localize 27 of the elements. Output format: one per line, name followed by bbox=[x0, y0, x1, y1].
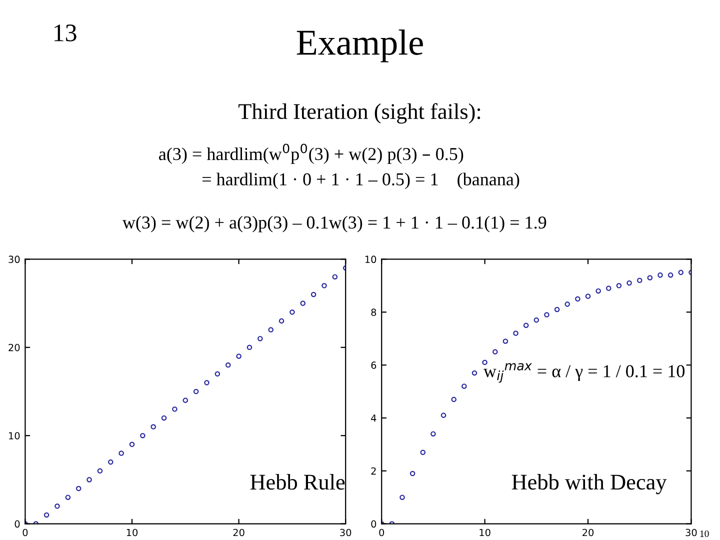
x-tick-label: 30 bbox=[686, 528, 697, 536]
y-tick-label: 4 bbox=[371, 414, 376, 422]
text: a(3) = hardlim(w$^{0}$p$^{0}$(3) + w(2) p(3) – 0.5) bbox=[159, 144, 464, 164]
x-tick-label: 20 bbox=[233, 528, 244, 536]
x-tick-label: 10 bbox=[126, 528, 138, 536]
y-tick-label: 10 bbox=[365, 256, 376, 264]
y-tick-label: 8 bbox=[371, 308, 376, 316]
text: w(3) = w(2) + a(3)p(3) – 0.1w(3) = 1 + 1 · 1 – 0.1(1) = 1.9 bbox=[122, 216, 546, 232]
y-tick-label: 20 bbox=[8, 344, 20, 352]
x-tick-label: 10 bbox=[480, 528, 490, 536]
y-tick-label: 0 bbox=[371, 520, 376, 528]
y-tick-label: 2 bbox=[371, 467, 376, 475]
y-tick-label: 0 bbox=[14, 520, 20, 528]
annotation: Hebb Rule bbox=[250, 474, 345, 490]
x-tick-label: 20 bbox=[582, 528, 594, 536]
text: = hardlim(1 · 0 + 1 · 1 – 0.5) = 1 (banana) bbox=[202, 172, 520, 190]
x-tick-label: 0 bbox=[22, 528, 28, 536]
y-tick-label: 6 bbox=[371, 362, 376, 369]
x-tick-label: 0 bbox=[379, 528, 384, 536]
text: Third Iteration (sight fails): bbox=[238, 103, 480, 124]
annotation: Hebb with Decay bbox=[512, 474, 667, 494]
y-tick-label: 10 bbox=[9, 432, 20, 440]
text: Example bbox=[296, 30, 423, 62]
x-tick-label: 30 bbox=[340, 528, 352, 536]
text: 13 bbox=[54, 24, 76, 42]
y-tick-label: 30 bbox=[8, 256, 20, 264]
annotation: w$_{ij}$$^{max}$ = α / γ = 1 / 0.1 = 10 bbox=[483, 363, 685, 383]
